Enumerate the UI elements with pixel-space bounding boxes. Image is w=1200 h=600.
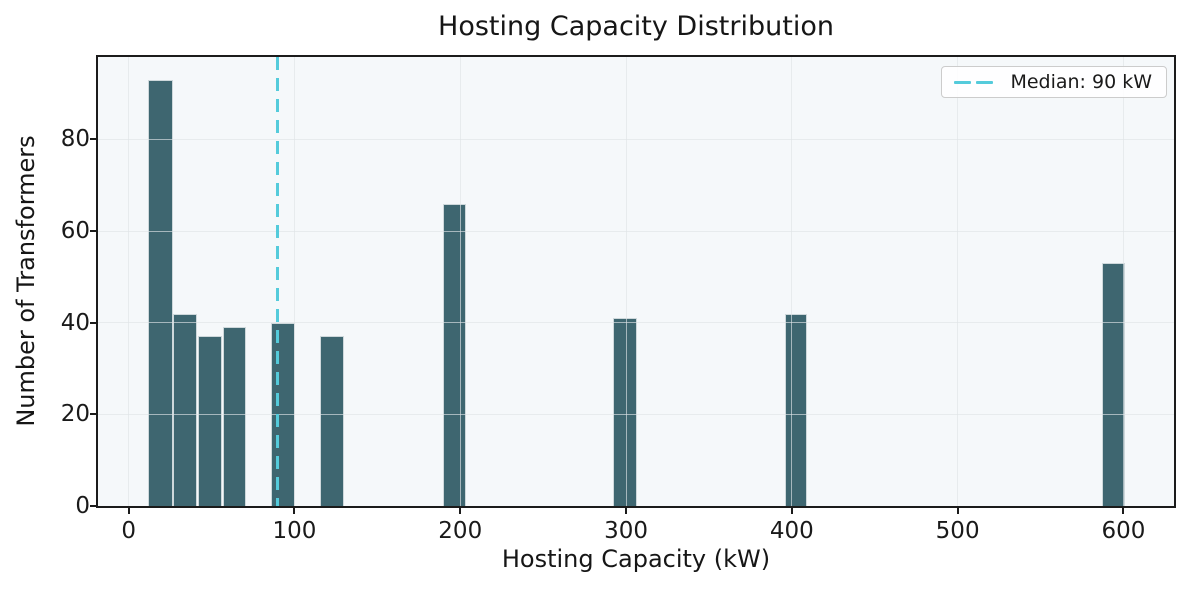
x-tick-mark (127, 507, 130, 514)
y-tick-mark (90, 505, 97, 507)
gridline-horizontal (98, 413, 1174, 415)
y-tick-mark (90, 321, 97, 324)
x-axis-label: Hosting Capacity (kW) (501, 545, 771, 573)
y-tick-mark (90, 230, 97, 233)
median-line (276, 57, 280, 506)
gridline-vertical (957, 57, 959, 506)
gridline-vertical (1122, 57, 1124, 506)
legend-label: Median: 90 kW (1010, 71, 1152, 93)
bar (613, 318, 637, 506)
gridline-vertical (459, 57, 461, 506)
gridline-vertical (625, 57, 627, 506)
y-tick-mark (90, 413, 97, 416)
bar (197, 336, 223, 506)
x-tick-label: 600 (1101, 518, 1146, 544)
x-tick-label: 500 (935, 518, 980, 544)
y-tick-label: 60 (60, 218, 90, 245)
chart-title: Hosting Capacity Distribution (438, 11, 834, 42)
gridline-vertical (791, 57, 793, 506)
bar (1102, 263, 1126, 506)
y-tick-label: 0 (75, 493, 90, 519)
bar (173, 313, 197, 506)
gridline-horizontal (98, 138, 1174, 140)
gridline-horizontal (98, 322, 1174, 324)
bar (785, 313, 808, 506)
grid-layer (98, 57, 1174, 506)
x-tick-mark (956, 507, 959, 514)
y-tick-label: 40 (60, 309, 90, 336)
x-tick-label: 100 (272, 518, 317, 544)
x-tick-label: 0 (121, 518, 136, 544)
bar (222, 327, 247, 506)
gridline-horizontal (98, 230, 1174, 232)
x-tick-mark (293, 507, 296, 514)
bar (319, 336, 344, 506)
x-tick-mark (625, 507, 628, 514)
x-tick-mark (1122, 507, 1125, 514)
legend-dash-icon (954, 80, 998, 84)
x-tick-label: 200 (438, 518, 483, 544)
x-tick-label: 400 (769, 518, 814, 544)
y-tick-mark (90, 138, 97, 141)
gridline-vertical (128, 57, 130, 506)
x-tick-mark (790, 507, 793, 514)
plot-area: Median: 90 kW (98, 57, 1174, 506)
x-tick-label: 300 (604, 518, 648, 544)
legend: Median: 90 kW (941, 66, 1167, 98)
y-tick-label: 20 (60, 401, 90, 428)
gridline-vertical (293, 57, 295, 506)
x-tick-mark (459, 507, 462, 514)
bar (148, 79, 173, 506)
y-tick-label: 80 (60, 126, 90, 153)
